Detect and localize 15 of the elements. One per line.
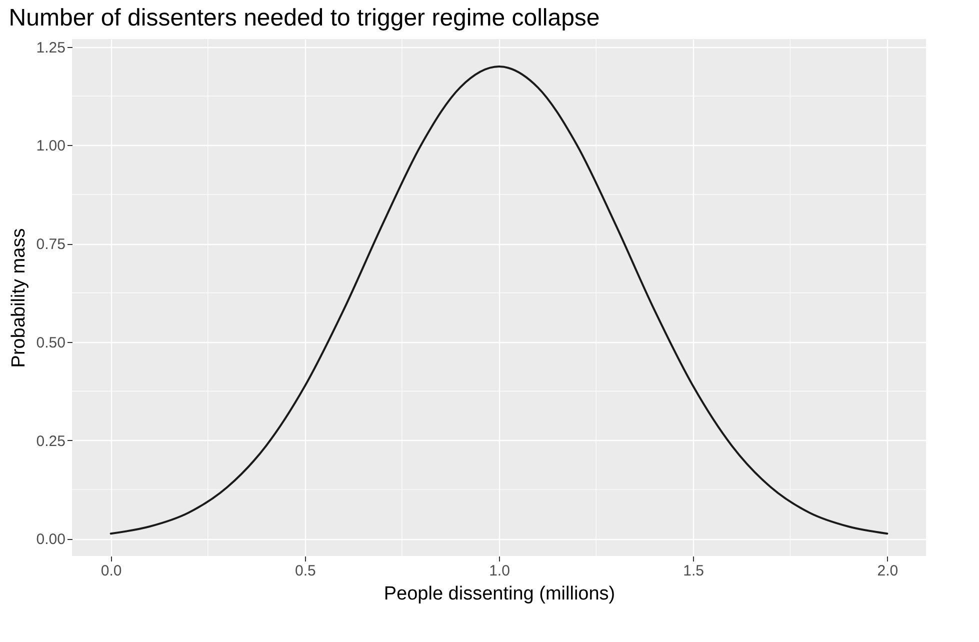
x-tick-label: 0.0 — [100, 562, 122, 580]
x-tick-label: 1.0 — [489, 562, 510, 580]
y-tick-label: 0.75 — [36, 236, 66, 254]
x-tick-label: 2.0 — [877, 562, 898, 580]
x-tick-label: 1.5 — [683, 562, 704, 580]
y-tick-label: 0.25 — [36, 432, 66, 450]
x-tick-label: 0.5 — [294, 562, 316, 580]
y-tick-label: 1.25 — [36, 39, 66, 56]
chart-title: Number of dissenters needed to trigger regime collapse — [8, 4, 600, 32]
y-axis-title: Probability mass — [8, 228, 30, 368]
line-series — [110, 66, 888, 535]
y-tick-label: 0.50 — [36, 334, 66, 352]
y-tick-label: 1.00 — [36, 138, 66, 155]
x-axis-title: People dissenting (millions) — [384, 584, 616, 604]
y-tick-label: 0.00 — [36, 531, 66, 548]
